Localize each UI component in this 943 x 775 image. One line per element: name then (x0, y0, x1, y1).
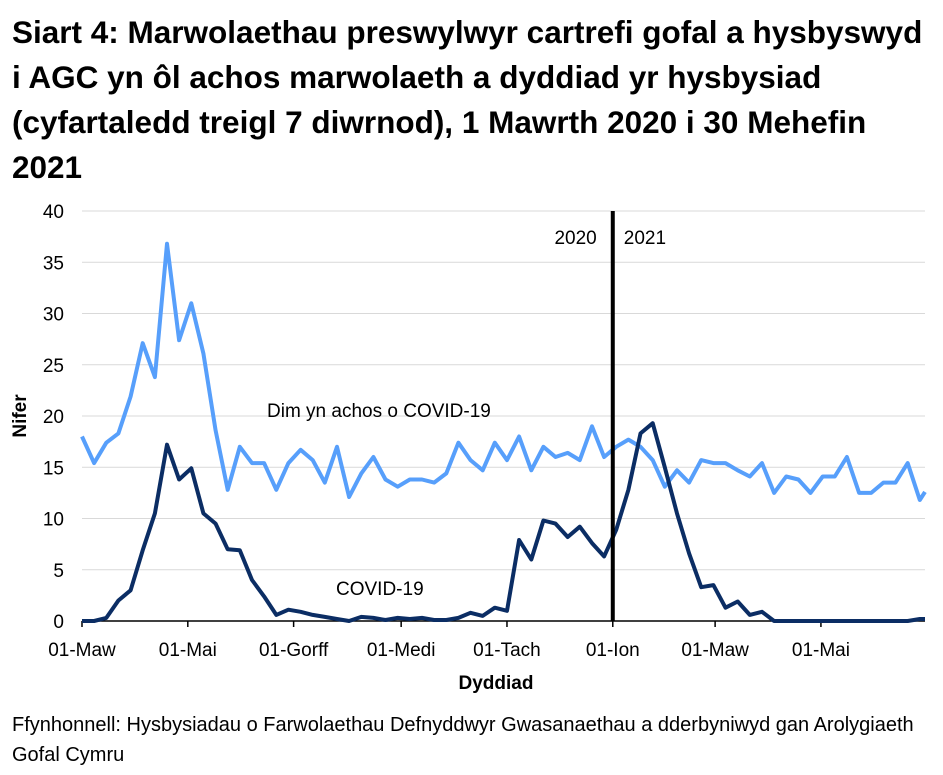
year-label-2020: 2020 (554, 228, 596, 249)
x-tick-label: 01-Gorff (259, 640, 329, 661)
x-tick-label: 01-Ion (586, 640, 640, 661)
x-tick-label: 01-Medi (367, 640, 436, 661)
series-label-non-covid: Dim yn achos o COVID-19 (267, 401, 491, 422)
y-tick-label: 30 (43, 305, 64, 326)
y-tick-label: 25 (43, 356, 64, 377)
x-tick-label: 01-Tach (473, 640, 541, 661)
x-axis-label: Dyddiad (459, 673, 534, 694)
x-tick-label: 01-Maw (48, 640, 116, 661)
y-tick-label: 15 (43, 458, 64, 479)
y-tick-label: 10 (43, 510, 64, 531)
chart-title: Siart 4: Marwolaethau preswylwyr cartref… (12, 14, 923, 185)
series-line-covid (82, 421, 925, 623)
series-line-non-covid (80, 241, 927, 502)
x-tick-label: 01-Mai (792, 640, 850, 661)
y-axis-ticks: 0 5 10 15 20 25 30 35 40 (43, 202, 64, 633)
x-tick-label: 01-Maw (681, 640, 749, 661)
y-tick-label: 5 (53, 561, 64, 582)
y-tick-label: 40 (43, 202, 64, 223)
series-label-covid: COVID-19 (336, 579, 424, 600)
x-axis-ticks: 01-Maw 01-Mai 01-Gorff 01-Medi 01-Tach 01-Ion… (48, 621, 850, 661)
source-note: Ffynhonnell: Hysbysiadau o Farwolaethau … (12, 714, 914, 766)
y-tick-label: 20 (43, 407, 64, 428)
gridlines (82, 210, 925, 571)
y-tick-label: 0 (53, 612, 64, 633)
x-tick-label: 01-Mai (159, 640, 217, 661)
series-lines (80, 241, 927, 623)
y-tick-label: 35 (43, 253, 64, 274)
year-label-2021: 2021 (624, 228, 666, 249)
y-axis-label: Nifer (10, 394, 31, 438)
